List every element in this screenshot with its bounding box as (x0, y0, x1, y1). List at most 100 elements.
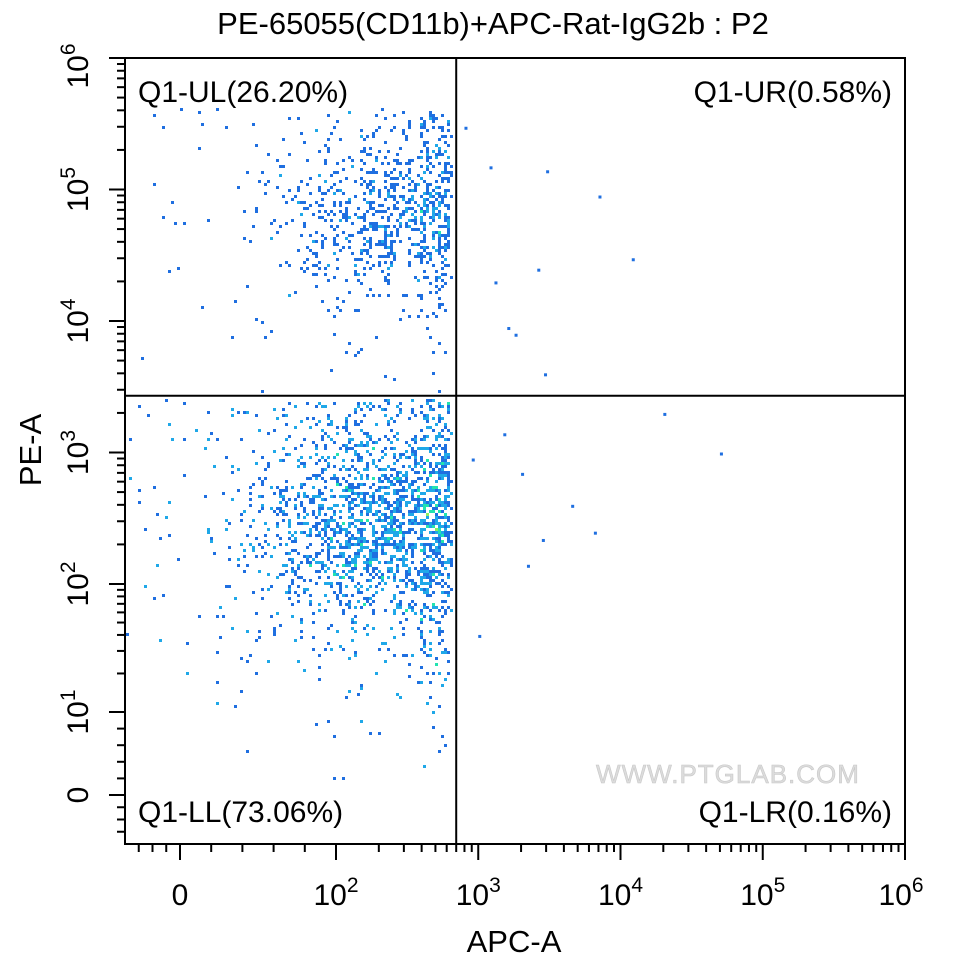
event-dot (291, 198, 294, 201)
event-dot (282, 138, 285, 141)
event-dot (363, 540, 366, 543)
event-dot (216, 108, 219, 111)
event-dot (303, 522, 306, 525)
event-dot (342, 564, 345, 567)
event-dot (210, 540, 213, 543)
event-dot (174, 222, 177, 225)
event-dot (318, 510, 321, 513)
event-dot (354, 213, 357, 216)
event-dot (210, 432, 213, 435)
event-dot (429, 594, 432, 597)
event-dot (441, 684, 444, 687)
event-dot (369, 147, 372, 150)
event-dot (411, 552, 414, 555)
event-dot (303, 507, 306, 510)
event-dot (243, 555, 246, 558)
event-dot (366, 186, 369, 189)
event-dot (279, 510, 282, 513)
event-dot (291, 558, 294, 561)
event-dot (426, 576, 429, 579)
event-dot (411, 243, 414, 246)
event-dot (432, 165, 435, 168)
event-dot (447, 264, 450, 267)
event-dot (366, 519, 369, 522)
event-dot (441, 516, 444, 519)
event-dot (390, 171, 393, 174)
event-dot (432, 558, 435, 561)
event-dot (438, 234, 441, 237)
event-dot (303, 270, 306, 273)
event-dot (339, 645, 342, 648)
event-dot (327, 543, 330, 546)
event-dot (372, 492, 375, 495)
event-dot (363, 522, 366, 525)
event-dot (429, 465, 432, 468)
event-dot (447, 537, 450, 540)
event-dot (438, 231, 441, 234)
event-dot (381, 108, 384, 111)
event-dot (351, 534, 354, 537)
event-dot (333, 456, 336, 459)
event-dot (336, 477, 339, 480)
event-dot (357, 591, 360, 594)
event-dot (366, 261, 369, 264)
event-dot (168, 534, 171, 537)
event-dot (288, 591, 291, 594)
event-dot (435, 231, 438, 234)
event-dot (402, 486, 405, 489)
event-dot (228, 522, 231, 525)
event-dot (438, 642, 441, 645)
event-dot (378, 459, 381, 462)
y-tick-label: 0 (62, 787, 95, 804)
event-dot (432, 399, 435, 402)
event-dot (285, 513, 288, 516)
event-dot (438, 201, 441, 204)
event-dot (429, 426, 432, 429)
event-dot (378, 495, 381, 498)
event-dot (432, 231, 435, 234)
event-dot (270, 330, 273, 333)
event-dot (279, 501, 282, 504)
event-dot (324, 531, 327, 534)
event-dot (420, 456, 423, 459)
event-dot (363, 414, 366, 417)
event-dot (414, 459, 417, 462)
event-dot (357, 600, 360, 603)
event-dot (384, 582, 387, 585)
event-dot (303, 222, 306, 225)
event-dot (333, 465, 336, 468)
event-dot (273, 630, 276, 633)
event-dot (447, 411, 450, 414)
event-dot (429, 462, 432, 465)
event-dot (450, 588, 453, 591)
event-dot (411, 579, 414, 582)
event-dot (435, 285, 438, 288)
event-dot (435, 480, 438, 483)
event-dot (276, 231, 279, 234)
event-dot (354, 273, 357, 276)
event-dot (321, 477, 324, 480)
event-dot (351, 594, 354, 597)
event-dot (441, 285, 444, 288)
event-dot (441, 177, 444, 180)
event-dot (423, 558, 426, 561)
event-dot (297, 117, 300, 120)
event-dot (444, 651, 447, 654)
event-dot (369, 507, 372, 510)
event-dot (354, 411, 357, 414)
event-dot (315, 264, 318, 267)
event-dot (231, 336, 234, 339)
event-dot (363, 219, 366, 222)
event-dot (318, 576, 321, 579)
event-dot (339, 138, 342, 141)
event-dot (357, 216, 360, 219)
event-dot (354, 564, 357, 567)
event-dot (333, 243, 336, 246)
outlier-dot (471, 458, 475, 462)
event-dot (282, 447, 285, 450)
event-dot (423, 222, 426, 225)
event-dot (381, 225, 384, 228)
event-dot (348, 234, 351, 237)
event-dot (273, 627, 276, 630)
event-dot (378, 405, 381, 408)
